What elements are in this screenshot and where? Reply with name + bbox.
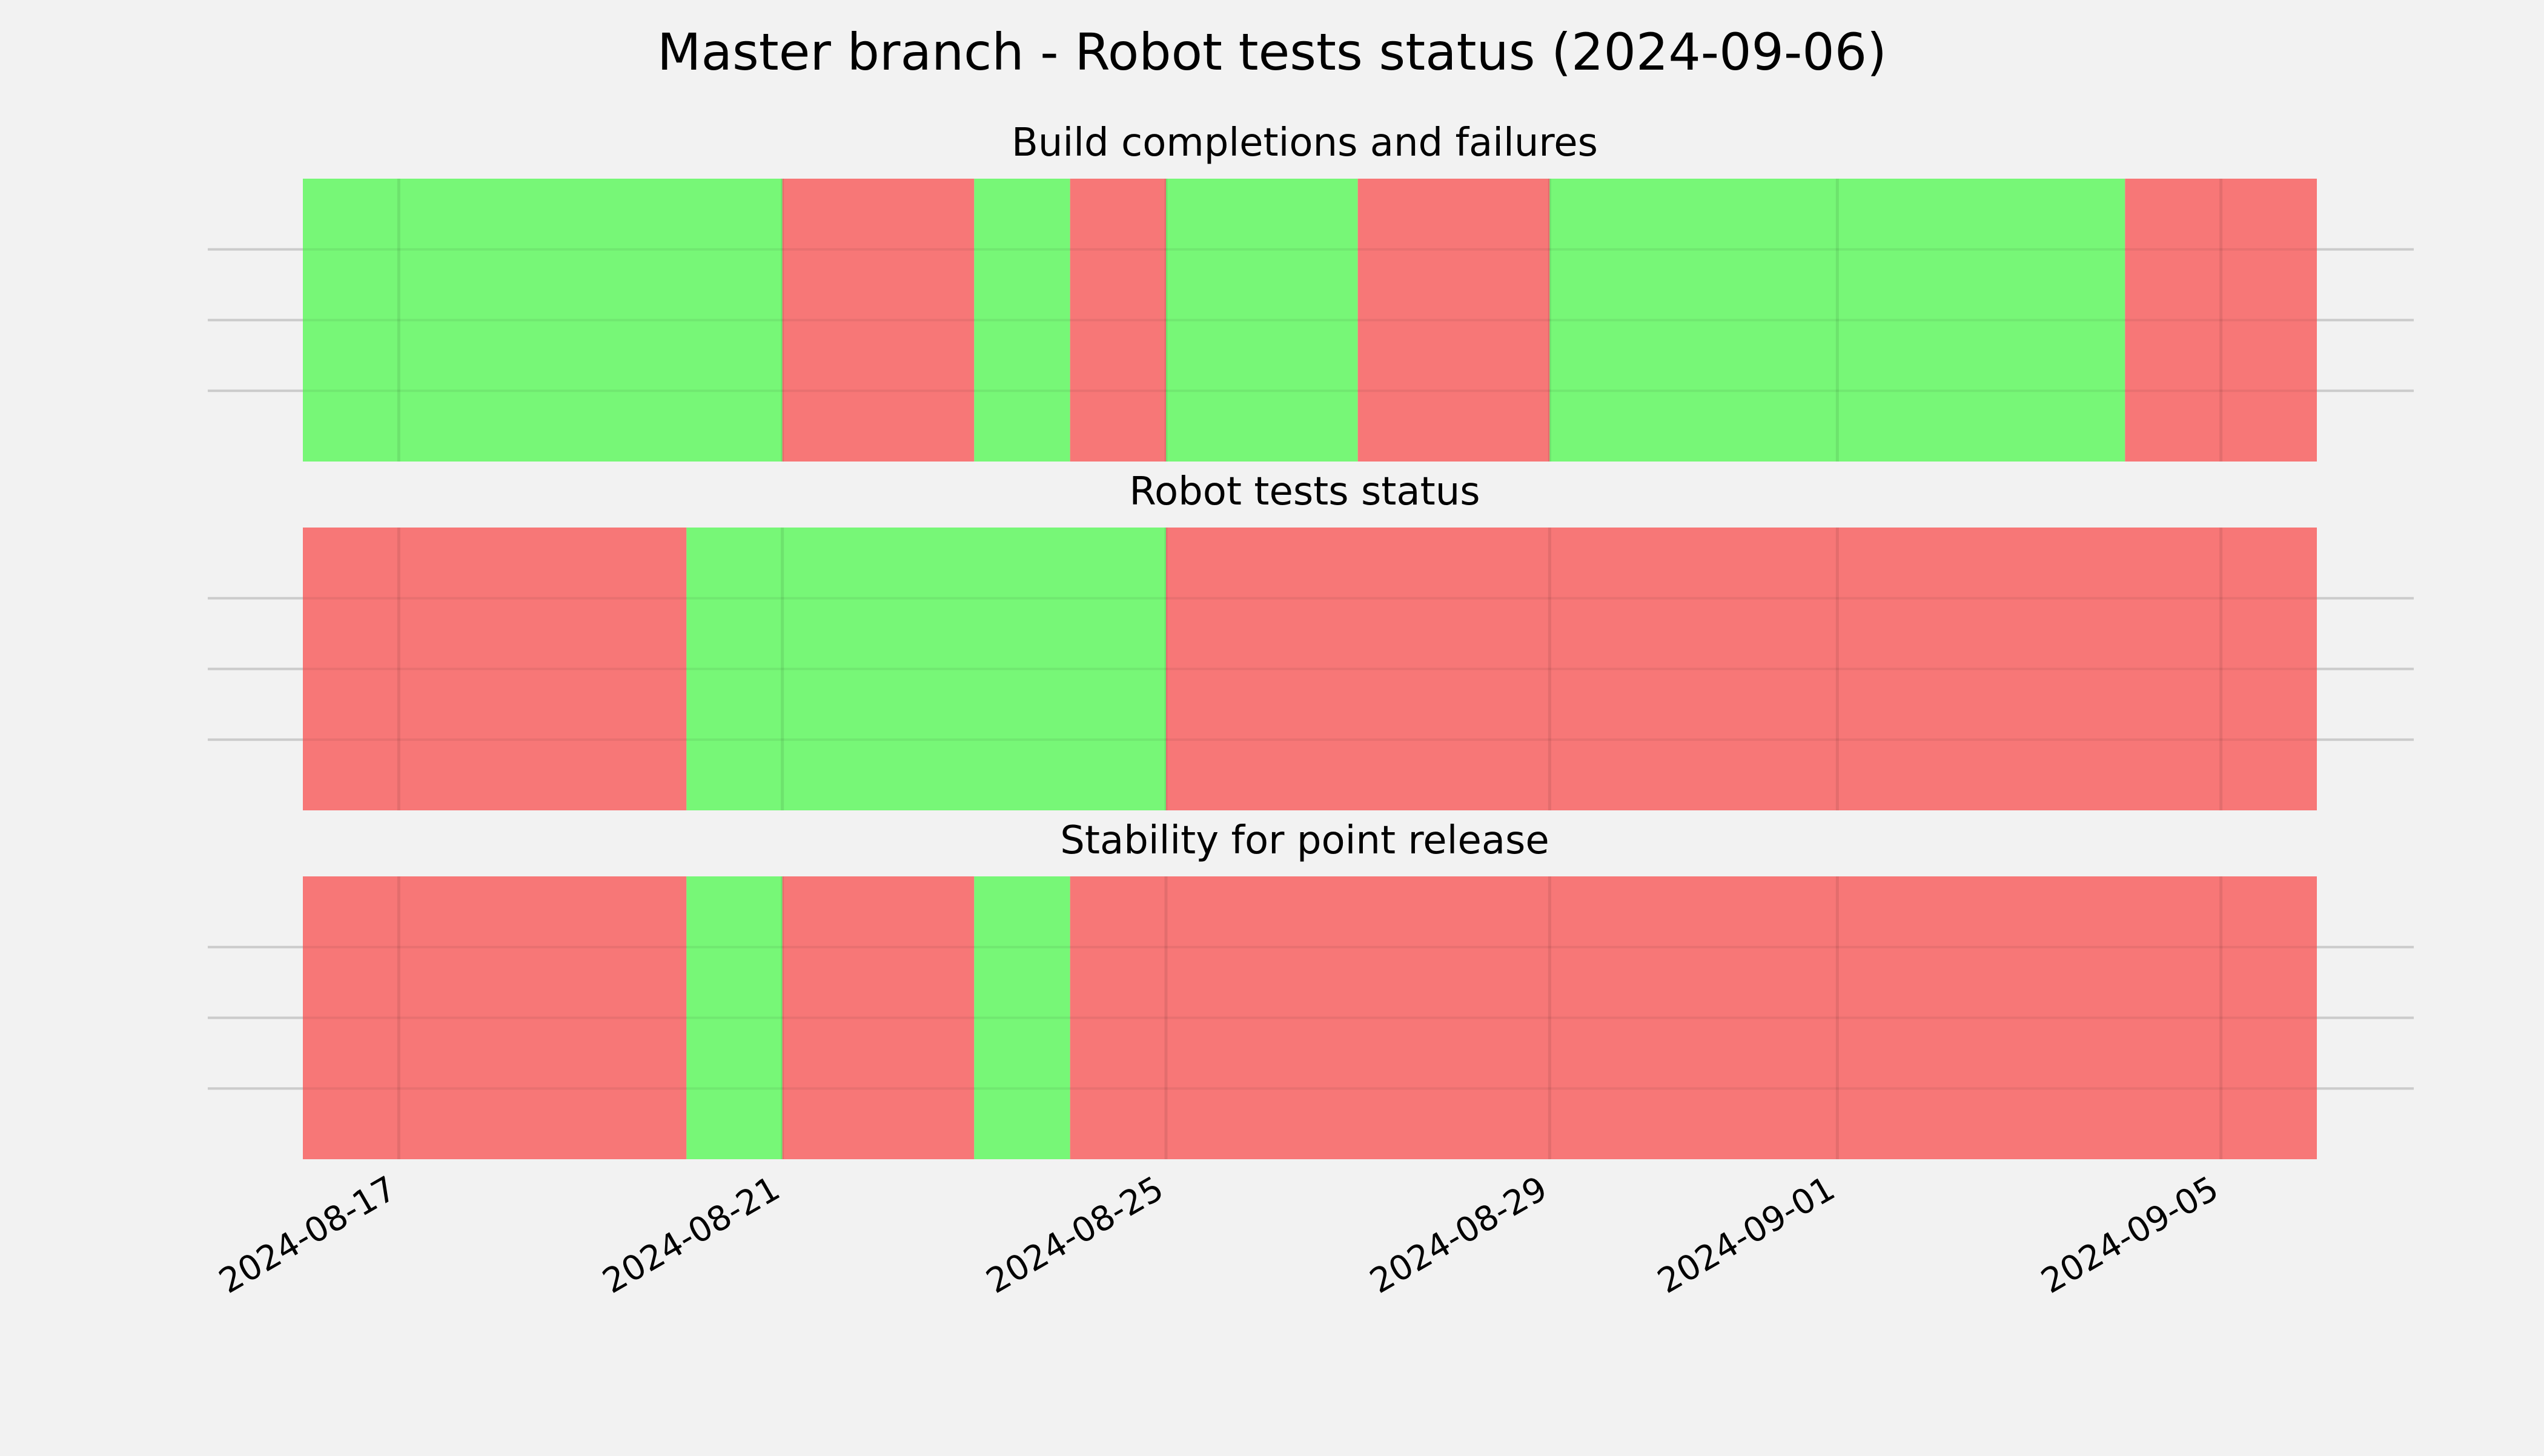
x-tick-label-2: 2024-08-21 <box>596 1169 786 1302</box>
panel-1-segment-7 <box>1549 179 2125 462</box>
panel-2: Robot tests status <box>208 469 2414 810</box>
panel-2-segment-1 <box>303 528 687 810</box>
panel-2-segment-3 <box>1166 528 2317 810</box>
x-tick-label-6: 2024-09-05 <box>2035 1169 2225 1302</box>
x-tick-label-4: 2024-08-29 <box>1363 1169 1554 1302</box>
chart-title: Master branch - Robot tests status (2024… <box>657 22 1887 82</box>
panel-3-segment-2 <box>686 876 783 1159</box>
panel-3-segment-3 <box>782 876 975 1159</box>
panel-3-segment-5 <box>1070 876 2317 1159</box>
panel-3-title: Stability for point release <box>1060 818 1549 863</box>
panel-1-segment-5 <box>1166 179 1358 462</box>
panel-1-title: Build completions and failures <box>1012 121 1598 165</box>
panel-1: Build completions and failures <box>208 121 2414 462</box>
panel-1-segment-8 <box>2125 179 2317 462</box>
x-tick-label-3: 2024-08-25 <box>980 1169 1170 1302</box>
x-tick-label-1: 2024-08-17 <box>213 1169 403 1302</box>
panel-3-segment-1 <box>303 876 687 1159</box>
panel-3-segment-4 <box>974 876 1070 1159</box>
panel-1-segment-4 <box>1070 179 1166 462</box>
panel-1-segment-6 <box>1357 179 1550 462</box>
panel-1-segment-1 <box>303 179 783 462</box>
panel-1-segment-2 <box>782 179 975 462</box>
x-tick-label-5: 2024-09-01 <box>1651 1169 1841 1302</box>
panel-1-segment-3 <box>974 179 1070 462</box>
panel-3: Stability for point release <box>208 818 2414 1159</box>
panel-2-title: Robot tests status <box>1129 469 1480 514</box>
panel-2-segment-2 <box>686 528 1166 810</box>
